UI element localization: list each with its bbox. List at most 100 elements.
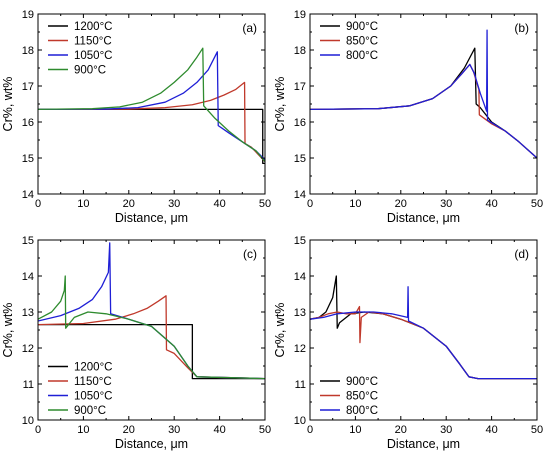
series-line-900C-c	[38, 47, 265, 163]
legend-entry: 1200°C	[74, 21, 113, 33]
legend-entry: 1050°C	[74, 50, 113, 62]
y-tick-label: 19	[294, 9, 306, 21]
panel-b: 0 10 20 30 40 50 14 15 16 17 18 19 Distance, μm Cr%, …	[273, 9, 543, 225]
legend-entry: 900°C	[346, 376, 378, 388]
y-tick-label: 14	[22, 271, 34, 283]
plot-frame	[37, 239, 266, 421]
legend-entry: 1150°C	[74, 36, 112, 48]
x-tick-label: 30	[168, 424, 180, 436]
plot-frame	[37, 13, 266, 195]
legend-entry: 1050°C	[74, 391, 113, 403]
series-line-900C-c	[310, 275, 537, 380]
y-tick-label: 18	[22, 45, 34, 57]
y-tick-label: 13	[294, 307, 306, 319]
x-tick-label: 40	[213, 424, 225, 436]
y-axis-label: Cr%, wt%	[273, 77, 287, 132]
legend-entry: 850°C	[346, 391, 378, 403]
x-axis-label: Distance, μm	[387, 211, 460, 225]
y-tick-label: 15	[22, 235, 34, 247]
x-tick-label: 50	[259, 198, 271, 210]
series-line-850C-c	[310, 305, 537, 380]
y-tick-label: 10	[294, 415, 306, 427]
x-tick-label: 0	[307, 198, 313, 210]
plot-frame	[309, 13, 538, 195]
x-tick-label: 0	[35, 424, 41, 436]
x-tick-label: 20	[123, 198, 135, 210]
x-axis-label: Distance, μm	[115, 211, 188, 225]
y-tick-label: 12	[22, 343, 34, 355]
x-tick-label: 10	[77, 198, 89, 210]
x-axis-label: Distance, μm	[387, 437, 460, 451]
series-line-800C-c	[310, 286, 537, 380]
series-line-1150C-c	[38, 295, 265, 380]
y-tick-label: 19	[22, 9, 34, 21]
y-tick-label: 11	[23, 379, 34, 391]
y-tick-label: 15	[22, 153, 34, 165]
x-axis-label: Distance, μm	[115, 437, 188, 451]
legend: 1200°C 1150°C 1050°C 900°C	[48, 362, 113, 417]
legend: 1200°C 1150°C 1050°C 900°C	[48, 21, 113, 77]
y-tick-label: 15	[294, 235, 306, 247]
x-tick-label: 50	[259, 424, 271, 436]
y-tick-label: 11	[295, 379, 306, 391]
legend-entry: 900°C	[346, 21, 378, 33]
y-tick-label: 14	[294, 189, 306, 201]
x-tick-label: 0	[307, 424, 313, 436]
x-tick-label: 30	[440, 424, 452, 436]
x-tick-label: 10	[77, 424, 89, 436]
legend: 900°C 850°C 800°C	[320, 376, 378, 417]
legend-entry: 1200°C	[74, 362, 113, 374]
y-tick-label: 14	[22, 189, 34, 201]
x-tick-label: 40	[485, 424, 497, 436]
series-line-850C-c	[310, 63, 537, 159]
x-tick-label: 40	[213, 198, 225, 210]
series-line-1200C-c	[38, 108, 265, 165]
x-tick-label: 20	[123, 424, 135, 436]
legend-entry: 900°C	[74, 405, 106, 417]
series-line-1050C-c	[38, 242, 265, 380]
y-tick-label: 10	[22, 415, 34, 427]
series-line-800C-c	[310, 29, 537, 159]
panel-tag: (c)	[243, 247, 257, 261]
panel-tag: (d)	[514, 247, 529, 261]
legend-entry: 1150°C	[74, 376, 112, 388]
y-tick-label: 16	[294, 117, 306, 129]
x-tick-label: 20	[395, 198, 407, 210]
x-tick-label: 50	[531, 424, 543, 436]
panel-tag: (a)	[242, 21, 257, 35]
x-tick-label: 30	[440, 198, 452, 210]
series-line-1150C-c	[38, 81, 265, 163]
y-tick-label: 16	[22, 117, 34, 129]
y-tick-label: 17	[22, 81, 34, 93]
x-tick-label: 30	[168, 198, 180, 210]
legend-entry: 800°C	[346, 50, 378, 62]
legend-entry: 850°C	[346, 36, 378, 48]
y-tick-label: 15	[294, 153, 306, 165]
legend: 900°C 850°C 800°C	[320, 21, 378, 62]
y-tick-label: 17	[294, 81, 306, 93]
legend-entry: 800°C	[346, 405, 378, 417]
panel-tag: (b)	[514, 21, 529, 35]
panel-a: 0 10 20 30 40 50 14 15 16 17 18 19 Distance, μm Cr%, …	[1, 9, 271, 225]
series-line-1050C-c	[38, 51, 265, 161]
series-line-1200C-c	[38, 323, 265, 380]
series-line-900C-c	[310, 47, 537, 159]
y-axis-label: Cr%, wt%	[273, 303, 287, 358]
y-axis-label: Cr%, wt%	[1, 303, 15, 358]
plot-frame	[309, 239, 538, 421]
x-tick-label: 10	[349, 198, 361, 210]
series-line-900C-c	[38, 275, 265, 380]
y-tick-label: 18	[294, 45, 306, 57]
legend-entry: 900°C	[74, 65, 106, 77]
y-tick-label: 14	[294, 271, 306, 283]
x-tick-label: 20	[395, 424, 407, 436]
x-tick-label: 0	[35, 198, 41, 210]
x-tick-label: 50	[531, 198, 543, 210]
x-tick-label: 10	[349, 424, 361, 436]
x-tick-label: 40	[485, 198, 497, 210]
y-tick-label: 12	[294, 343, 306, 355]
y-tick-label: 13	[22, 307, 34, 319]
